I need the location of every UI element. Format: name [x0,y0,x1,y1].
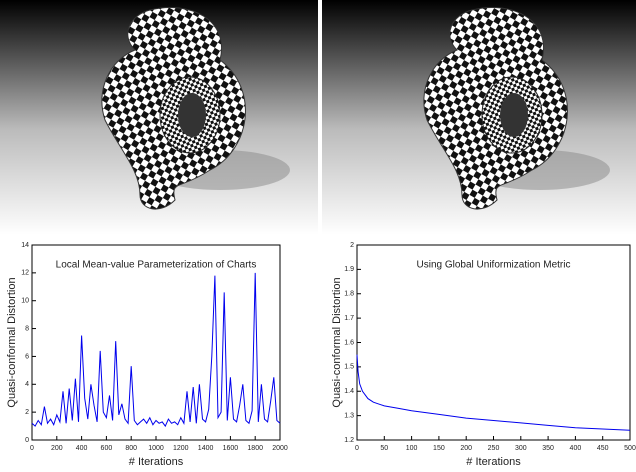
y-tick-label: 6 [25,353,29,360]
x-tick-label: 300 [515,445,527,452]
x-tick-label: 1800 [247,445,263,452]
line-series [31,272,281,428]
y-tick-label: 1.4 [344,388,354,395]
x-tick-label: 450 [597,445,609,452]
x-tick-label: 600 [101,445,113,452]
plot-frame [31,244,281,441]
x-tick-label: 1600 [223,445,239,452]
y-axis-label: Quasi-conformal Distortion [6,277,18,407]
plot-frame [356,244,631,441]
x-tick-label: 200 [51,445,63,452]
chart-title: Local Mean-value Parameterization of Cha… [56,260,257,271]
y-tick-label: 0 [25,437,29,444]
y-tick-label: 1.6 [344,339,354,346]
y-axis-label: Quasi-conformal Distortion [331,277,343,407]
x-tick-label: 250 [488,445,500,452]
chart-title: Using Global Uniformization Metric [417,260,571,271]
y-tick-label: 2 [350,242,354,249]
x-tick-label: 100 [406,445,418,452]
y-tick-label: 2 [25,409,29,416]
x-axis-label: # Iterations [466,456,521,468]
y-tick-label: 1.2 [344,437,354,444]
y-tick-label: 1.7 [344,315,354,322]
x-tick-label: 50 [380,445,388,452]
y-tick-label: 10 [21,298,29,305]
x-tick-label: 800 [125,445,137,452]
x-tick-label: 1200 [173,445,189,452]
x-tick-label: 500 [624,445,636,452]
x-tick-label: 1000 [148,445,164,452]
x-tick-label: 350 [542,445,554,452]
line-series [356,354,631,431]
x-tick-label: 2000 [272,445,288,452]
y-tick-label: 1.3 [344,412,354,419]
y-tick-label: 1.5 [344,364,354,371]
render-left [0,0,318,235]
x-tick-label: 200 [460,445,472,452]
x-tick-label: 1400 [198,445,214,452]
render-right [322,0,636,235]
y-tick-label: 8 [25,325,29,332]
y-tick-label: 1.8 [344,291,354,298]
x-tick-label: 400 [76,445,88,452]
x-tick-label: 400 [570,445,582,452]
y-tick-label: 4 [25,381,29,388]
y-tick-label: 1.9 [344,266,354,273]
x-tick-label: 0 [30,445,34,452]
x-tick-label: 0 [355,445,359,452]
x-axis-label: # Iterations [129,456,184,468]
y-tick-label: 12 [21,270,29,277]
y-tick-label: 14 [21,242,29,249]
x-tick-label: 150 [433,445,445,452]
